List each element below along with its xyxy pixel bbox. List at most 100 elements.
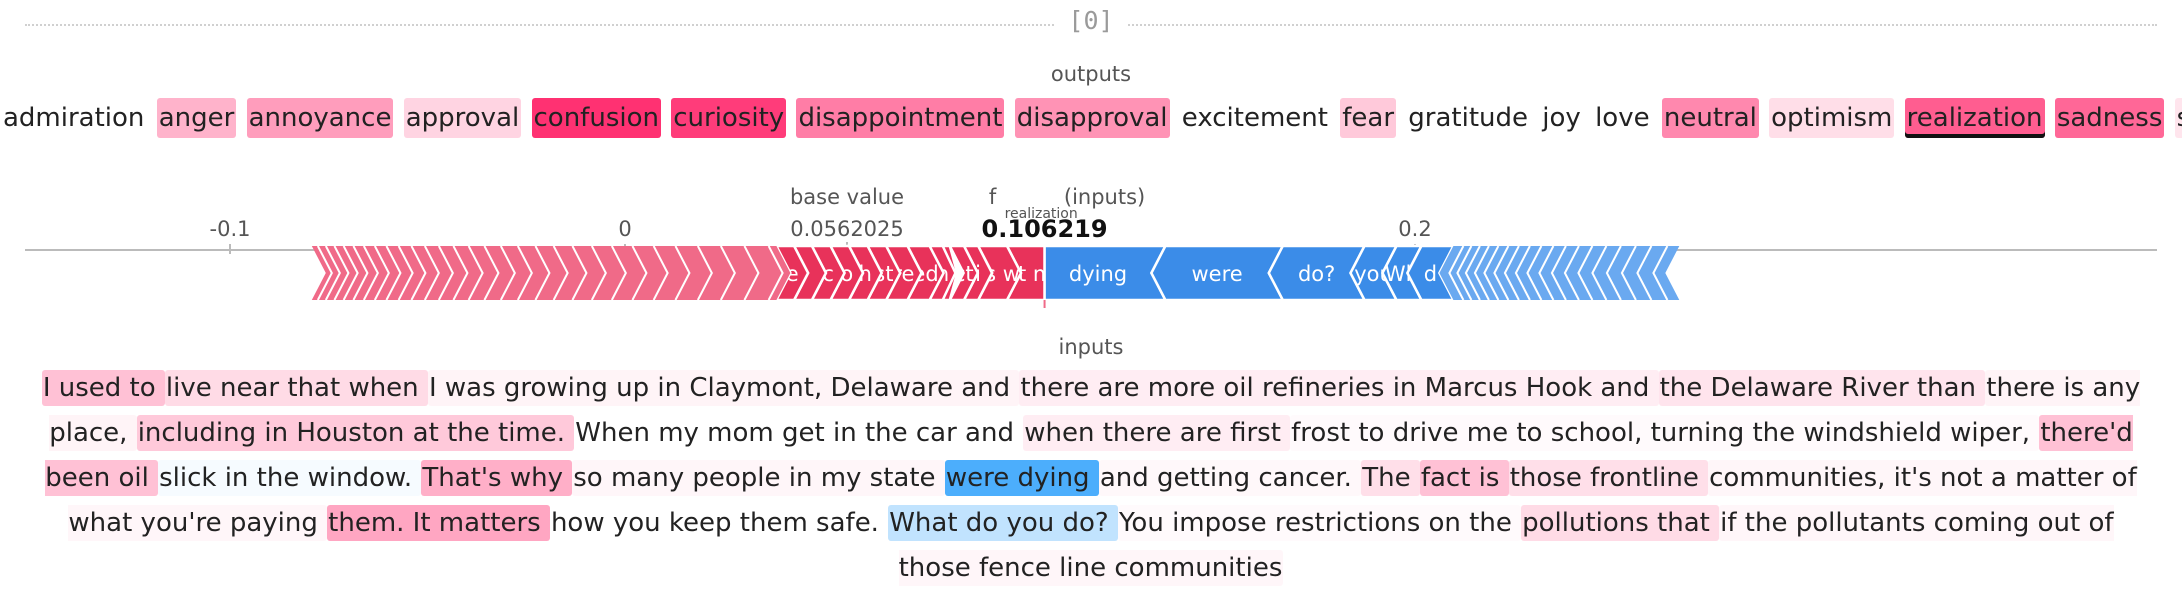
negative-force-label: do? [1298,262,1335,286]
negative-tail-chevron [1464,245,1481,301]
positive-tail-chevron [552,245,569,301]
output-title-f: f [989,185,997,209]
negative-tail-chevron [1493,245,1510,301]
positive-tail-chevron [342,245,359,301]
input-token: fact is [1419,460,1509,496]
negative-tail-chevron [1503,245,1520,301]
positive-force-label: e [786,262,799,286]
positive-tail-chevron [590,245,607,301]
negative-tail-chevron [1652,245,1669,301]
positive-force-segment [311,246,791,300]
positive-tail-chevron [362,245,379,301]
negative-tail-chevron [1514,245,1531,301]
output-class-love[interactable]: love [1595,103,1650,133]
negative-tail-chevron [1550,245,1567,301]
input-token: were dying [944,460,1099,496]
positive-tail-chevron [767,245,784,301]
index-label: [0] [0,6,2182,35]
positive-force-label: h [859,262,872,286]
output-class-annoyance[interactable]: annoyance [246,98,394,138]
output-class-admiration[interactable]: admiration [3,103,145,133]
negative-tail-chevron [1483,245,1500,301]
positive-tail-chevron [483,245,500,301]
positive-tail-chevron [696,245,713,301]
positive-tail-chevron [571,245,588,301]
output-class-confusion[interactable]: confusion [531,98,661,138]
output-title-suffix: (inputs) [1064,185,1145,209]
inputs-text: I used to live near that when I was grow… [30,366,2152,591]
positive-tail-chevron [499,245,516,301]
input-token: When my mom get in the car and [575,418,1023,448]
input-token: the Delaware River than [1658,370,1986,406]
positive-tail-chevron [437,245,454,301]
negative-tail-chevron [1563,245,1580,301]
output-class-anger[interactable]: anger [156,98,237,138]
output-class-realization[interactable]: realization [1904,98,2045,138]
positive-force-label: ct [954,262,974,286]
input-token: them. It matters [327,505,550,541]
negative-tail-chevron [1636,245,1653,301]
input-token: frost to drive me to school, turning the… [1291,418,2039,448]
input-token: What do you do? [888,505,1118,541]
output-class-fear[interactable]: fear [1340,98,1397,138]
positive-tail-chevron [467,245,484,301]
negative-tail-chevron [1577,245,1594,301]
input-token: and getting cancer. [1099,460,1361,496]
positive-tail-chevron [719,245,736,301]
output-class-surprise[interactable]: surprise [2174,98,2182,138]
input-token: there are more oil refineries in Marcus … [1019,370,1659,406]
negative-tail-chevron [1620,245,1637,301]
input-token: how you keep them safe. [550,508,888,538]
output-class-joy[interactable]: joy [1542,103,1581,133]
input-token: That's why [421,460,573,496]
positive-tail-chevron [410,245,427,301]
positive-tail-chevron [352,245,369,301]
negative-tail-chevron [1456,245,1473,301]
output-class-disappointment[interactable]: disappointment [796,98,1005,138]
output-class-sadness[interactable]: sadness [2054,98,2165,138]
output-class-gratitude[interactable]: gratitude [1408,103,1529,133]
negative-force-segment [1439,246,1680,300]
output-class-neutral[interactable]: neutral [1661,98,1759,138]
output-class-disapproval[interactable]: disapproval [1014,98,1170,138]
positive-tail-chevron [423,245,440,301]
outputs-section-label: outputs [1050,62,1132,86]
negative-tail-chevron [1473,245,1490,301]
force-plot: -0.1 0 0.2 base value 0.0562025 f realization(… [25,185,2157,308]
input-token: pollutions that [1521,505,1720,541]
positive-tail-chevron [534,245,551,301]
input-token: The [1361,460,1420,496]
negative-tail-chevron [1605,245,1622,301]
input-token: communities, it's not a matter of what y… [68,460,2136,541]
output-class-approval[interactable]: approval [403,98,522,138]
positive-tail-chevron [452,245,469,301]
negative-tail-chevron [1538,245,1555,301]
positive-tail-chevron [385,245,402,301]
inputs-section-label: inputs [1058,335,1124,359]
output-value-label: 0.106219 [982,215,1108,243]
positive-tail-chevron [516,245,533,301]
positive-tail-chevron [652,245,669,301]
positive-tail-chevron [610,245,627,301]
output-class-optimism[interactable]: optimism [1769,98,1895,138]
negative-tail-chevron [1448,245,1465,301]
positive-tail-chevron [743,245,760,301]
negative-force-label: were [1191,262,1242,286]
output-class-curiosity[interactable]: curiosity [671,98,787,138]
positive-tail-chevron [674,245,691,301]
negative-force-label: d [1424,262,1437,286]
output-class-excitement[interactable]: excitement [1181,103,1328,133]
input-token: live near that when [164,370,428,406]
negative-tail-chevron [1591,245,1608,301]
tick-label: 0.2 [1398,217,1431,241]
positive-force-segment [947,244,980,302]
negative-force-label: dying [1069,262,1127,286]
input-token: You impose restrictions on the [1119,508,1521,538]
positive-tail-chevron [324,245,341,301]
output-title-sub: realization [1005,206,1078,222]
input-token: when there are first [1023,415,1291,451]
positive-tail-chevron [373,245,390,301]
base-value-title: base value [790,185,904,209]
input-token: including in Houston at the time. [136,415,575,451]
input-token: I used to [41,370,165,406]
